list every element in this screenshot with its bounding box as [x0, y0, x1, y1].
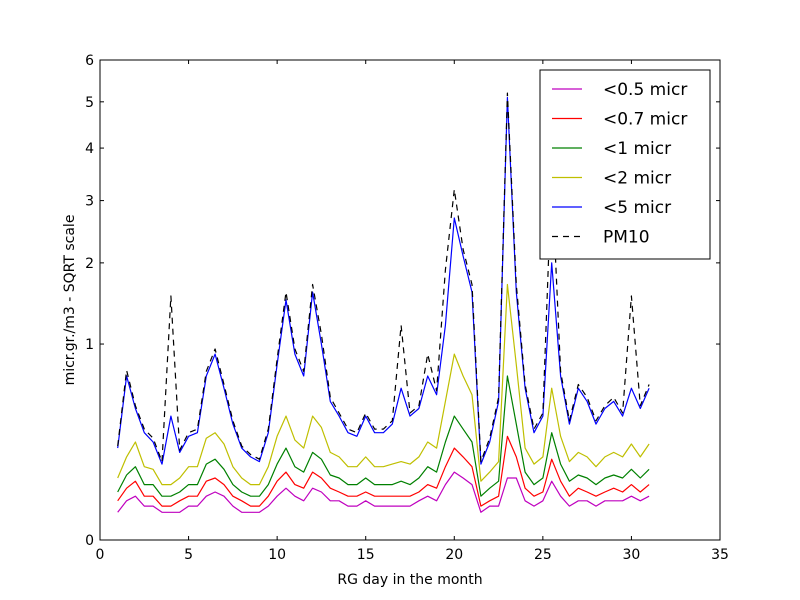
y-axis-label: micr.gr./m3 - SQRT scale [62, 215, 78, 386]
legend-label: <5 micr [603, 198, 671, 218]
x-axis-label: RG day in the month [337, 572, 482, 588]
series-layer [117, 92, 650, 513]
y-tick-label: 3 [85, 194, 94, 210]
series-line-3 [117, 283, 650, 486]
legend-label: <0.5 micr [603, 80, 687, 100]
legend-label: <2 micr [603, 169, 671, 189]
series-line-4 [117, 96, 650, 465]
series-line-2 [117, 375, 650, 497]
legend-box [539, 69, 711, 260]
plot-frame [99, 59, 721, 541]
x-tick-label: 5 [184, 547, 193, 563]
x-tick-label: 35 [711, 547, 729, 563]
legend-label: PM10 [603, 228, 650, 248]
x-tick-label: 25 [534, 547, 552, 563]
series-line-0 [117, 471, 650, 513]
y-tick-label: 5 [85, 95, 94, 111]
x-tick-label: 30 [623, 547, 641, 563]
y-tick-label: 4 [85, 141, 94, 157]
x-tick-label: 20 [445, 547, 463, 563]
x-tick-label: 10 [268, 547, 286, 563]
y-tick-label: 2 [85, 256, 94, 272]
y-tick-label: 0 [85, 533, 94, 549]
y-tick-label: 6 [85, 53, 94, 69]
x-tick-label: 15 [357, 547, 375, 563]
x-tick-label: 0 [96, 547, 105, 563]
y-tick-label: 1 [85, 337, 94, 353]
series-line-5 [117, 92, 650, 463]
legend: <0.5 micr <0.7 micr <1 micr <2 micr <5 micr P… [539, 69, 711, 260]
legend-label: <0.7 micr [603, 110, 687, 130]
legend-label: <1 micr [603, 139, 671, 159]
ticks-layer: 0 5 10 15 20 25 30 35 0 1 2 3 4 5 6 [85, 53, 729, 563]
series-line-1 [117, 435, 650, 507]
